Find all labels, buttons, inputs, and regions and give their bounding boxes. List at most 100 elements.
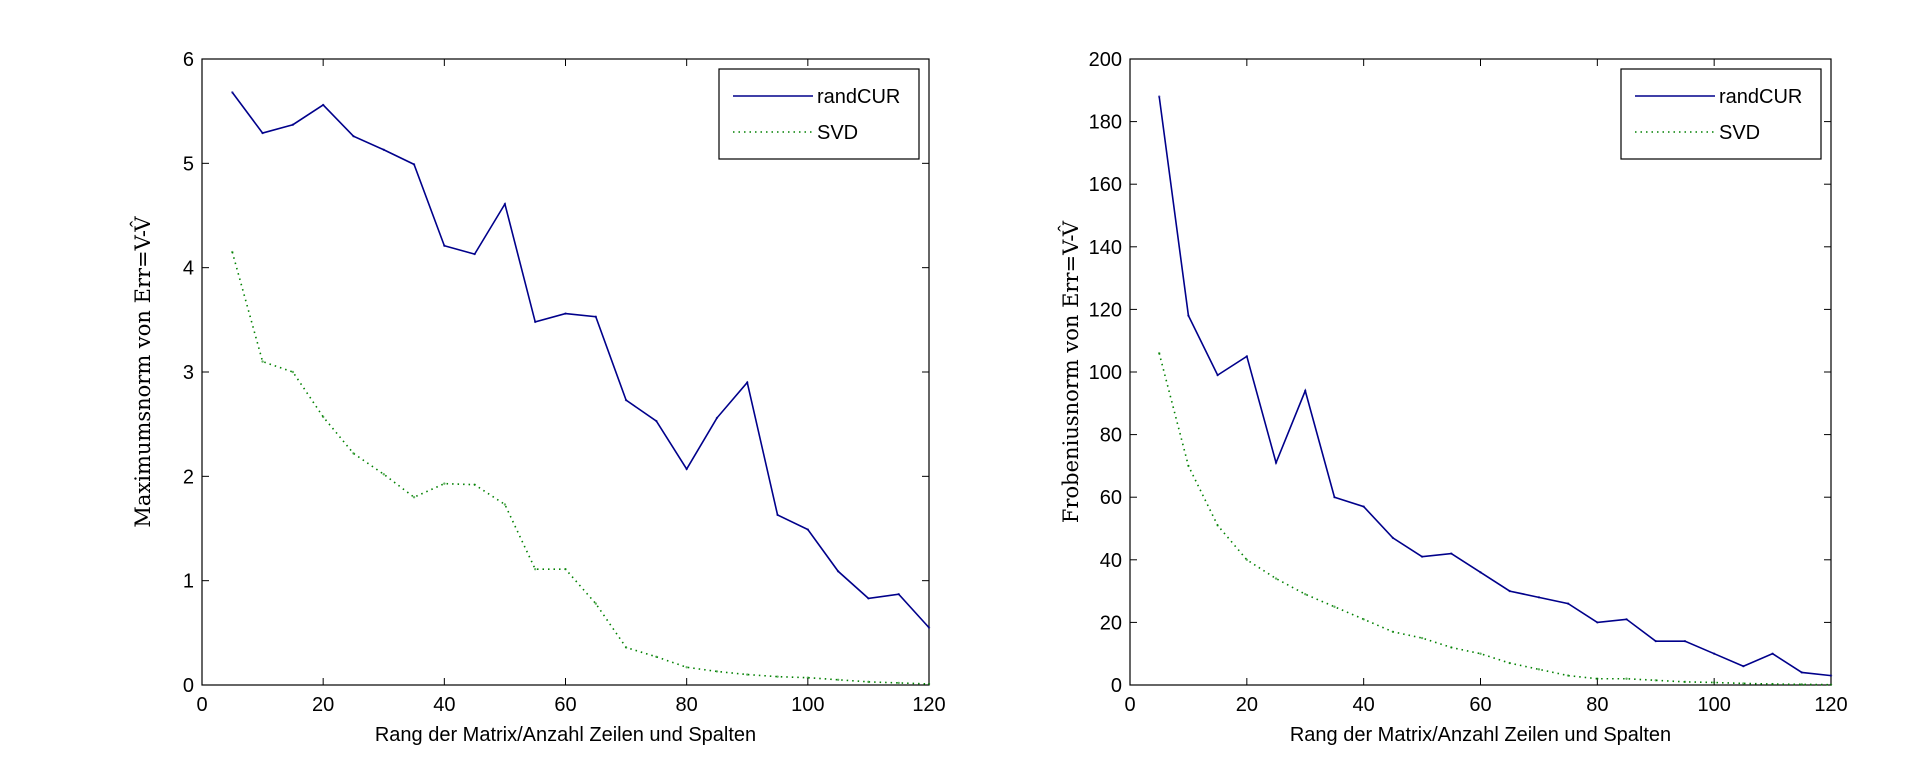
data-point-randcur <box>715 416 719 420</box>
data-point-svd <box>1274 577 1278 580</box>
data-point-randcur <box>261 131 264 135</box>
data-point-randcur <box>806 528 810 531</box>
y-tick-label: 80 <box>1100 425 1122 447</box>
data-point-randcur <box>867 597 870 600</box>
data-point-svd <box>1508 661 1511 665</box>
legend-label-svd: SVD <box>817 122 858 144</box>
data-point-svd <box>897 681 900 685</box>
data-point-svd <box>1333 605 1336 608</box>
data-point-randcur <box>1362 505 1365 508</box>
data-point-randcur <box>291 123 295 126</box>
data-point-svd <box>534 567 537 571</box>
data-point-svd <box>1771 682 1774 686</box>
data-point-randcur <box>1187 314 1190 317</box>
data-point-randcur <box>1596 621 1599 624</box>
data-point-randcur <box>1625 618 1628 621</box>
axes-box <box>1129 58 1832 686</box>
data-point-svd <box>412 496 416 499</box>
y-axis-label: Frobeniusnorm von Err=V-V̂ <box>1059 220 1083 523</box>
data-point-svd <box>1537 668 1541 671</box>
y-tick-label: 180 <box>1089 112 1122 134</box>
legend-label-svd: SVD <box>1719 122 1760 144</box>
data-point-randcur <box>776 513 779 517</box>
data-point-svd <box>1625 677 1628 680</box>
data-point-svd <box>321 415 325 419</box>
x-tick-label: 60 <box>1469 694 1491 716</box>
x-tick-label: 80 <box>1586 694 1608 716</box>
y-tick-label: 140 <box>1089 237 1122 259</box>
data-point-svd <box>1362 618 1365 621</box>
data-point-randcur <box>1391 536 1395 540</box>
data-point-svd <box>261 360 264 363</box>
data-point-randcur <box>1158 95 1161 98</box>
data-point-svd <box>1712 681 1716 684</box>
data-point-svd <box>1566 674 1570 677</box>
data-point-randcur <box>1245 355 1249 358</box>
y-tick-label: 60 <box>1100 487 1122 509</box>
data-point-svd <box>382 473 385 476</box>
x-tick-label: 40 <box>433 694 455 716</box>
data-point-svd <box>806 676 810 679</box>
legend: randCUR SVD <box>718 68 920 160</box>
data-point-randcur <box>473 252 476 256</box>
data-point-svd <box>564 567 567 571</box>
data-point-randcur <box>1420 555 1424 558</box>
data-point-svd <box>1800 683 1803 686</box>
data-point-randcur <box>1800 671 1803 674</box>
x-tick-label: 120 <box>912 694 945 716</box>
y-tick-label: 40 <box>1100 550 1122 572</box>
data-point-svd <box>1742 682 1745 685</box>
data-point-randcur <box>836 570 840 573</box>
data-point-randcur <box>1654 639 1657 643</box>
y-axis-label: Maximumsnorm von Err=V-V̂ <box>131 216 155 528</box>
y-tick-label: 100 <box>1089 362 1122 384</box>
x-tick-label: 120 <box>1814 694 1847 716</box>
x-axis-label: Rang der Matrix/Anzahl Zeilen und Spalte… <box>1290 724 1671 746</box>
data-point-randcur <box>1274 461 1278 464</box>
x-tick-label: 80 <box>676 694 698 716</box>
data-point-randcur <box>231 91 234 94</box>
data-point-svd <box>1829 683 1833 686</box>
data-point-svd <box>1391 630 1395 633</box>
data-point-randcur <box>352 135 355 138</box>
data-point-svd <box>624 646 628 649</box>
data-point-randcur <box>382 148 385 151</box>
data-point-svd <box>443 482 446 485</box>
data-point-randcur <box>321 103 325 107</box>
y-tick-label: 120 <box>1089 299 1122 321</box>
data-point-randcur <box>685 467 688 471</box>
y-tick-label: 0 <box>1111 675 1122 697</box>
x-tick-label: 0 <box>1124 694 1135 716</box>
data-point-svd <box>715 670 719 673</box>
y-tick-label: 0 <box>183 675 194 697</box>
y-tick-label: 200 <box>1089 49 1122 71</box>
x-tick-label: 40 <box>1353 694 1375 716</box>
data-point-svd <box>776 675 779 678</box>
data-point-svd <box>1683 680 1687 684</box>
data-point-randcur <box>1742 665 1745 668</box>
y-tick-label: 2 <box>183 466 194 488</box>
data-point-svd <box>1450 646 1453 649</box>
x-tick-label: 20 <box>1236 694 1258 716</box>
data-point-randcur <box>412 163 416 166</box>
chart-2: 0 20 40 60 80 100 120 0 20 40 60 80 100 120 140 160 180 2… <box>1059 49 1848 746</box>
data-point-randcur <box>746 381 749 384</box>
data-point-svd <box>503 503 507 506</box>
legend-label-randcur: randCUR <box>817 86 900 108</box>
y-tick-label: 6 <box>183 49 194 71</box>
y-tick-label: 5 <box>183 153 194 175</box>
legend: randCUR SVD <box>1620 68 1822 160</box>
data-point-randcur <box>1537 596 1541 599</box>
data-point-svd <box>594 602 597 605</box>
data-point-svd <box>1479 652 1482 655</box>
data-point-svd <box>1420 636 1424 640</box>
data-point-svd <box>291 370 295 374</box>
data-point-randcur <box>1479 571 1482 574</box>
legend-box <box>1620 68 1822 160</box>
x-tick-label: 60 <box>554 694 576 716</box>
data-point-randcur <box>1829 674 1833 677</box>
data-point-svd <box>927 682 931 686</box>
data-point-randcur <box>927 626 931 629</box>
data-point-randcur <box>503 202 507 206</box>
